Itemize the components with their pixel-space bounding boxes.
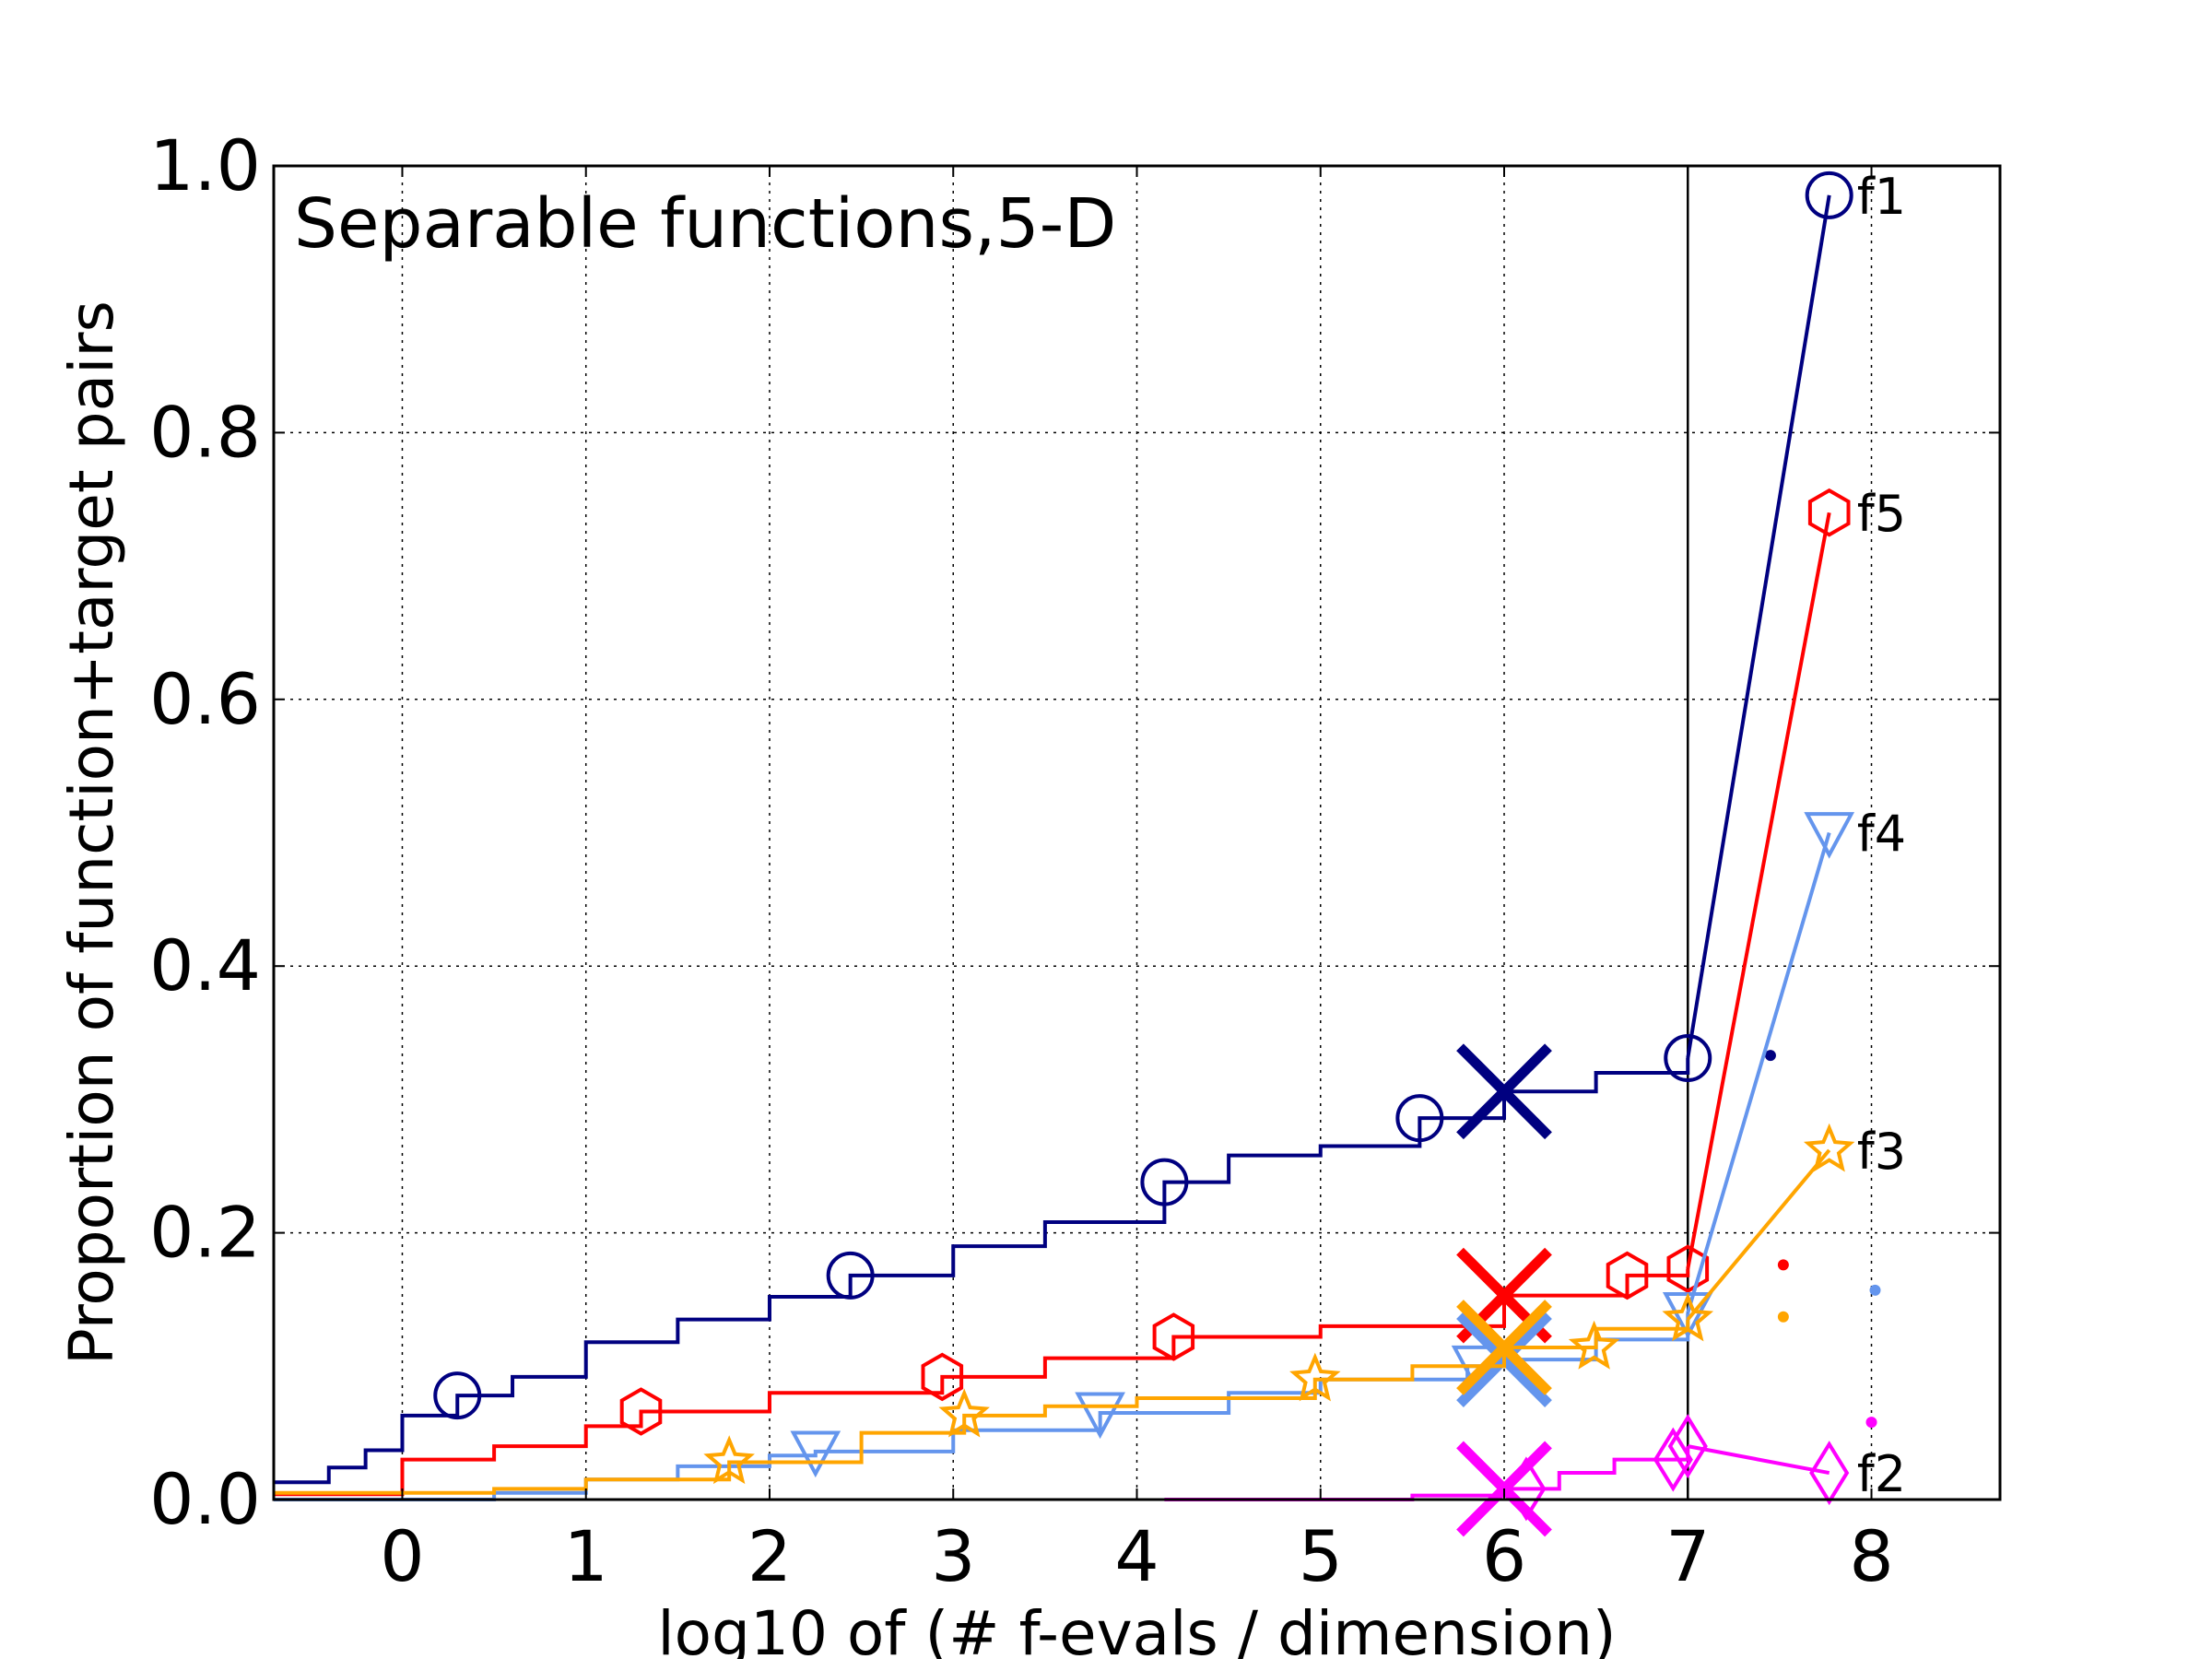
series-f5-label: f5 [1857, 485, 1906, 543]
y-axis-label: Proportion of function+target pairs [56, 300, 127, 1365]
series-f2-end-marker [1667, 1414, 1708, 1479]
series-f4-final-marker [1804, 812, 1855, 859]
series-f4-marker [1075, 1392, 1125, 1440]
x-axis-label: log10 of (# f-evals / dimension) [657, 1598, 1616, 1659]
series-f3-marker [703, 1435, 755, 1485]
series-f5-marker [921, 1352, 964, 1402]
series-f3-dot [1777, 1311, 1789, 1323]
series-f3-label: f3 [1857, 1123, 1906, 1181]
x-tick-label: 4 [1114, 1515, 1159, 1597]
x-tick-label: 8 [1849, 1515, 1893, 1597]
y-tick-label: 1.0 [149, 124, 261, 206]
series-f5-marker [1606, 1251, 1649, 1300]
x-tick-label: 7 [1665, 1515, 1710, 1597]
axis-ticks: 0 1 2 3 4 5 6 7 8 0.0 0.2 0.4 0.6 0.8 1.0 [149, 124, 2000, 1597]
series-f5-dot [1777, 1259, 1789, 1271]
series-f3-marker [938, 1388, 990, 1438]
series-f1-marker [826, 1251, 875, 1300]
series-f4-final-segment [1686, 831, 1831, 1313]
x-tick-label: 5 [1299, 1515, 1343, 1597]
x-tick-label: 0 [380, 1515, 424, 1597]
y-tick-label: 0.4 [149, 924, 261, 1006]
series-f4-dot [1869, 1284, 1881, 1296]
series-f2-final-segment [1687, 1444, 1830, 1476]
x-tick-label: 6 [1482, 1515, 1526, 1597]
series-f3-aggregate-mark [1456, 1300, 1552, 1395]
series-f4-ecdf-line [274, 1312, 1690, 1501]
series-f2-marker [1653, 1427, 1693, 1492]
series-f3-marker [1568, 1320, 1620, 1370]
plot-area: f1 f5 f4 f3 f2 [274, 166, 1906, 1537]
series-f1-ecdf-line [274, 1058, 1690, 1485]
grid [274, 166, 2000, 1500]
y-tick-label: 0.6 [149, 658, 261, 740]
series-f1-aggregate-mark [1456, 1043, 1552, 1140]
series-f1-final-segment [1686, 194, 1831, 1059]
x-tick-label: 2 [747, 1515, 792, 1597]
series-f5-marker [1152, 1312, 1195, 1361]
series-f5-marker [619, 1387, 663, 1436]
series-f5-final-marker [1807, 488, 1851, 537]
series-f1-label: f1 [1857, 168, 1906, 226]
series-f1-final-marker [1805, 171, 1853, 219]
chart-title: Separable functions,5-D [294, 184, 1116, 264]
series-f2-ecdf-line [1164, 1446, 1690, 1501]
y-tick-label: 0.0 [149, 1458, 261, 1540]
series-f3-end-marker [1662, 1292, 1714, 1342]
series-f4-marker [790, 1430, 841, 1478]
series-f2-final-marker [1809, 1441, 1850, 1506]
x-tick-label: 3 [931, 1515, 975, 1597]
series-f3-final-segment [1686, 1148, 1831, 1321]
series-f1-marker [1140, 1158, 1189, 1206]
series-f2-label: f2 [1857, 1445, 1906, 1503]
series-f1-end-marker [1664, 1034, 1712, 1083]
series-f1-marker [433, 1371, 482, 1420]
y-tick-label: 0.8 [149, 391, 261, 473]
x-tick-label: 1 [564, 1515, 608, 1597]
series-f2-dot [1865, 1417, 1877, 1429]
series-f3-marker [1289, 1352, 1341, 1402]
series-f5-final-segment [1686, 512, 1831, 1270]
series-f1-dot [1764, 1050, 1776, 1062]
series-f3-final-marker [1803, 1123, 1855, 1172]
series-f5-end-marker [1666, 1244, 1710, 1294]
series-f1-marker [1395, 1094, 1444, 1143]
y-tick-label: 0.2 [149, 1192, 261, 1274]
series-f4-label: f4 [1857, 806, 1906, 864]
